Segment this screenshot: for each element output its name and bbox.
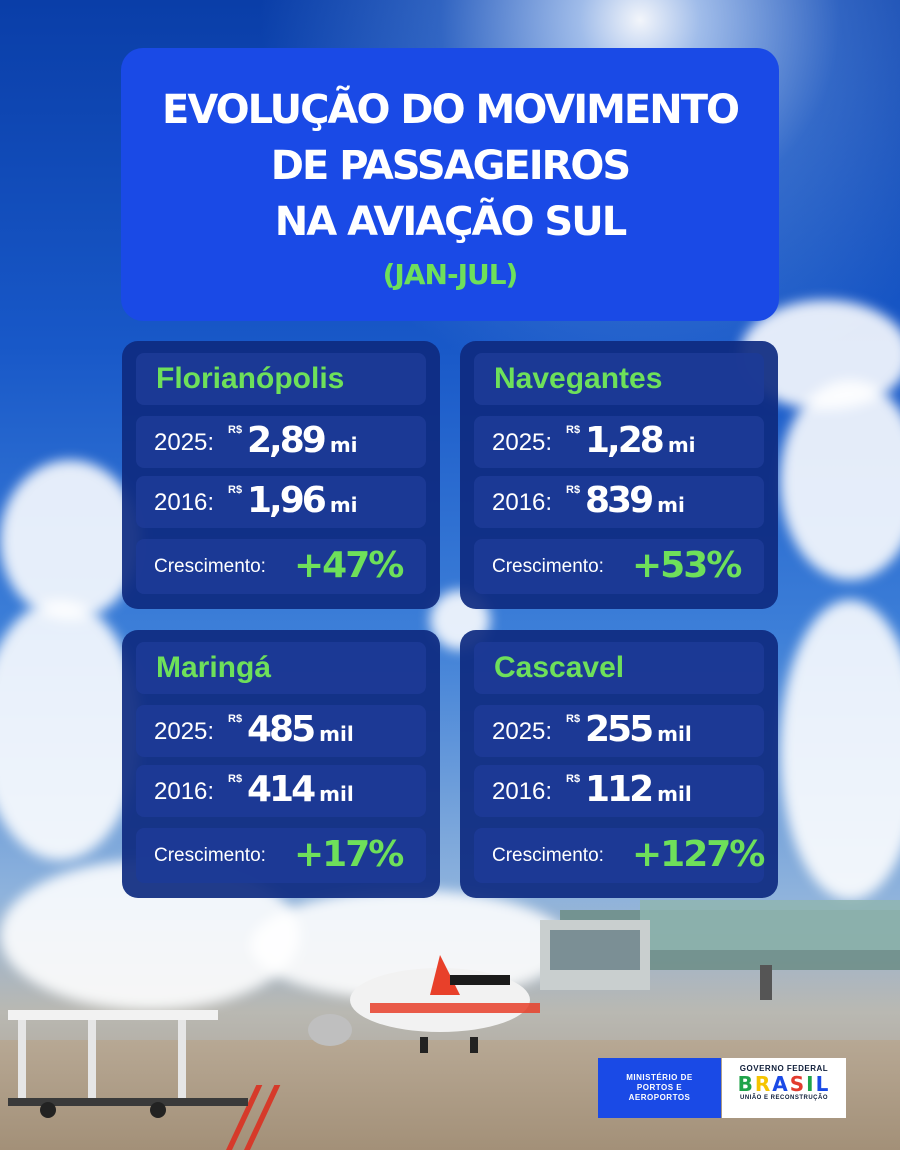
year-row-2025: 2025: R$ 485 mil	[136, 705, 426, 757]
card-cascavel: Cascavel 2025: R$ 255 mil 2016: R$ 112 mil…	[460, 630, 778, 898]
value-unit: mi	[329, 433, 358, 457]
brasil-letter: I	[806, 1072, 816, 1096]
growth-value: +17%	[294, 834, 404, 875]
card-florianopolis: Florianópolis 2025: R$ 2,89 mi 2016: R$ 1…	[122, 341, 440, 609]
year-row-2025: 2025: R$ 2,89 mi	[136, 416, 426, 468]
growth-row: Crescimento: +17%	[136, 828, 426, 883]
growth-label: Crescimento:	[154, 556, 266, 577]
value-number: 112	[585, 769, 654, 810]
city-name: Cascavel	[494, 651, 625, 684]
value-unit: mi	[329, 493, 358, 517]
currency-symbol: R$	[566, 773, 581, 785]
year-label: 2025:	[154, 429, 215, 456]
city-name: Maringá	[156, 651, 272, 684]
value-number: 1,96	[247, 480, 327, 521]
growth-value: +127%	[632, 834, 765, 875]
page-title: EVOLUÇÃO DO MOVIMENTO DE PASSAGEIROS NA …	[121, 48, 779, 250]
year-label: 2016:	[492, 778, 553, 805]
passenger-value: 839 mi	[585, 480, 685, 521]
passenger-value: 112 mil	[585, 769, 692, 810]
brasil-letter: A	[772, 1072, 790, 1096]
year-label: 2025:	[492, 718, 553, 745]
value-unit: mil	[319, 722, 354, 746]
value-unit: mil	[319, 782, 354, 806]
value-unit: mi	[667, 433, 696, 457]
passenger-value: 414 mil	[247, 769, 354, 810]
currency-symbol: R$	[228, 484, 243, 496]
value-number: 414	[247, 769, 316, 810]
value-number: 2,89	[247, 420, 327, 461]
ministry-line: MINISTÉRIO DE	[626, 1073, 693, 1082]
growth-row: Crescimento: +53%	[474, 539, 764, 594]
city-header: Navegantes	[474, 353, 764, 405]
brasil-letter: L	[815, 1072, 831, 1096]
card-maringa: Maringá 2025: R$ 485 mil 2016: R$ 414 mil …	[122, 630, 440, 898]
city-header: Cascavel	[474, 642, 764, 694]
card-navegantes: Navegantes 2025: R$ 1,28 mi 2016: R$ 839 m…	[460, 341, 778, 609]
growth-label: Crescimento:	[492, 845, 604, 866]
title-panel: EVOLUÇÃO DO MOVIMENTO DE PASSAGEIROS NA …	[121, 48, 779, 321]
cloud-decoration	[780, 380, 900, 580]
value-unit: mil	[657, 722, 692, 746]
title-line: EVOLUÇÃO DO MOVIMENTO	[162, 87, 740, 133]
cloud-decoration	[0, 460, 140, 620]
brasil-letter: S	[789, 1072, 807, 1096]
gov-top-text: GOVERNO FEDERAL	[739, 1064, 829, 1073]
value-number: 1,28	[585, 420, 665, 461]
value-unit: mil	[657, 782, 692, 806]
brasil-letter: B	[737, 1072, 755, 1096]
currency-symbol: R$	[566, 424, 581, 436]
city-name: Navegantes	[494, 362, 663, 395]
year-row-2016: 2016: R$ 112 mil	[474, 765, 764, 817]
year-label: 2016:	[154, 778, 215, 805]
value-number: 839	[585, 480, 654, 521]
currency-symbol: R$	[228, 424, 243, 436]
passenger-value: 1,96 mi	[247, 480, 358, 521]
title-line: NA AVIAÇÃO SUL	[274, 199, 627, 245]
growth-row: Crescimento: +47%	[136, 539, 426, 594]
city-header: Maringá	[136, 642, 426, 694]
cloud-decoration	[780, 600, 900, 900]
ministry-logo: MINISTÉRIO DE PORTOS E AEROPORTOS	[598, 1058, 721, 1118]
passenger-value: 255 mil	[585, 709, 692, 750]
passenger-value: 1,28 mi	[585, 420, 696, 461]
growth-label: Crescimento:	[154, 845, 266, 866]
passenger-value: 2,89 mi	[247, 420, 358, 461]
year-label: 2016:	[154, 489, 215, 516]
ministry-line: PORTOS E	[636, 1083, 683, 1092]
gov-bottom-text: UNIÃO E RECONSTRUÇÃO	[739, 1095, 828, 1101]
year-row-2025: 2025: R$ 255 mil	[474, 705, 764, 757]
currency-symbol: R$	[566, 713, 581, 725]
cloud-decoration	[0, 600, 140, 860]
jet-bridge-illustration	[540, 900, 900, 1000]
passenger-value: 485 mil	[247, 709, 354, 750]
value-number: 255	[585, 709, 654, 750]
growth-value: +53%	[632, 545, 742, 586]
title-line: DE PASSAGEIROS	[270, 143, 631, 189]
value-number: 485	[247, 709, 316, 750]
currency-symbol: R$	[566, 484, 581, 496]
airplane-illustration	[308, 955, 540, 1053]
year-row-2025: 2025: R$ 1,28 mi	[474, 416, 764, 468]
baggage-cart-illustration	[8, 1010, 248, 1118]
governo-federal-logo: GOVERNO FEDERAL BRASIL UNIÃO E RECONSTRU…	[722, 1058, 846, 1118]
year-row-2016: 2016: R$ 839 mi	[474, 476, 764, 528]
growth-label: Crescimento:	[492, 556, 604, 577]
year-label: 2025:	[154, 718, 215, 745]
brasil-wordmark: BRASIL	[722, 1073, 846, 1095]
period-subtitle: (JAN-JUL)	[382, 258, 519, 291]
currency-symbol: R$	[228, 713, 243, 725]
city-name: Florianópolis	[156, 362, 345, 395]
value-unit: mi	[657, 493, 685, 517]
growth-row: Crescimento: +127%	[474, 828, 765, 883]
year-label: 2016:	[492, 489, 553, 516]
year-row-2016: 2016: R$ 414 mil	[136, 765, 426, 817]
currency-symbol: R$	[228, 773, 243, 785]
growth-value: +47%	[294, 545, 404, 586]
brasil-letter: R	[754, 1072, 773, 1096]
year-row-2016: 2016: R$ 1,96 mi	[136, 476, 426, 528]
year-label: 2025:	[492, 429, 553, 456]
city-header: Florianópolis	[136, 353, 426, 405]
ministry-line: AEROPORTOS	[628, 1093, 691, 1102]
